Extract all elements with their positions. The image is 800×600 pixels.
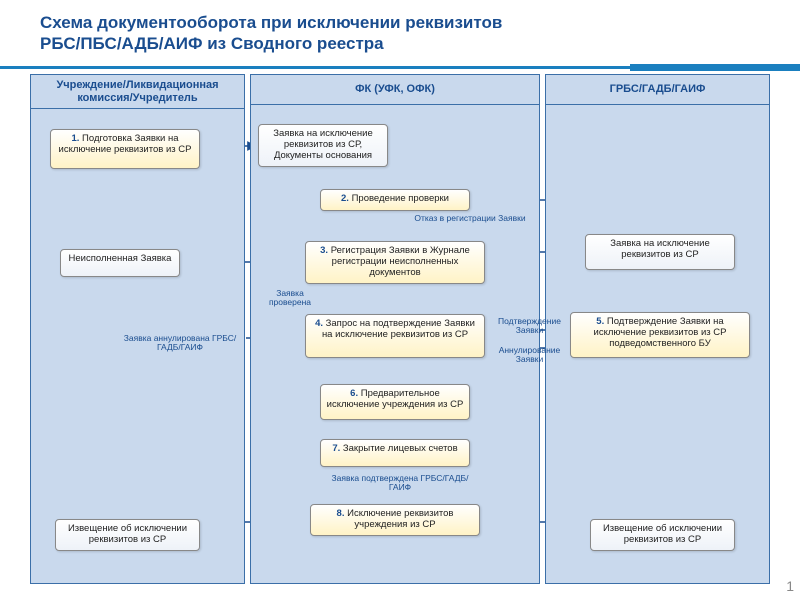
lane-header: ГРБС/ГАДБ/ГАИФ — [546, 75, 769, 105]
node-nU: Неисполненная Заявка — [60, 249, 180, 277]
edge-label-l_annul2: Аннулирование Заявки — [492, 346, 567, 365]
title-rule — [0, 66, 800, 69]
node-n1: 1. Подготовка Заявки на исключение рекви… — [50, 129, 200, 169]
edge-label-l_conf2: Заявка подтверждена ГРБС/ГАДБ/ГАИФ — [330, 474, 470, 493]
edge-label-l_conf: Подтверждение Заявки — [492, 317, 567, 336]
node-n8: 8. Исключение реквизитов учреждения из С… — [310, 504, 480, 536]
lane-header: Учреждение/Ликвидационная комиссия/Учред… — [31, 75, 244, 109]
edge-label-l_checked: Заявка проверена — [260, 289, 320, 308]
node-n3: 3. Регистрация Заявки в Журнале регистра… — [305, 241, 485, 284]
edge-label-l_annul: Заявка аннулирована ГРБС/ГАДБ/ГАИФ — [120, 334, 240, 353]
node-n7: 7. Закрытие лицевых счетов — [320, 439, 470, 467]
page-title: Схема документооборота при исключении ре… — [40, 12, 760, 55]
node-nB: Заявка на исключение реквизитов из СР — [585, 234, 735, 270]
node-n6: 6. Предварительное исключение учреждения… — [320, 384, 470, 420]
node-nA: Заявка на исключение реквизитов из СР, Д… — [258, 124, 388, 167]
edge-label-l_refuse: Отказ в регистрации Заявки — [410, 214, 530, 223]
node-nN1: Извещение об исключении реквизитов из СР — [55, 519, 200, 551]
title-line-1: Схема документооборота при исключении ре… — [40, 13, 502, 32]
lane-header: ФК (УФК, ОФК) — [251, 75, 539, 105]
title-line-2: РБС/ПБС/АДБ/АИФ из Сводного реестра — [40, 34, 384, 53]
flow-diagram: Учреждение/Ликвидационная комиссия/Учред… — [30, 74, 770, 584]
page-number: 1 — [786, 578, 794, 594]
node-nN2: Извещение об исключении реквизитов из СР — [590, 519, 735, 551]
node-n5: 5. Подтверждение Заявки на исключение ре… — [570, 312, 750, 358]
node-n2: 2. Проведение проверки — [320, 189, 470, 211]
node-n4: 4. Запрос на подтверждение Заявки на иск… — [305, 314, 485, 358]
